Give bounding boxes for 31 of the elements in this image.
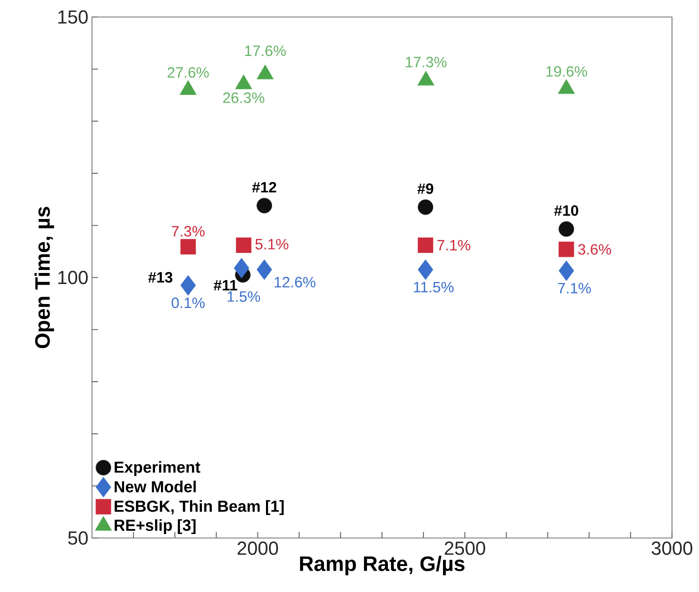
y-tick-label: 100 — [58, 270, 88, 284]
annotation: 26.3% — [223, 92, 264, 103]
x-tick-label: 3000 — [652, 542, 692, 555]
legend-label: New Model — [114, 480, 196, 492]
annotation: 3.6% — [578, 244, 612, 255]
y-axis-title: Open Time, µs — [34, 206, 54, 348]
annotation: #9 — [417, 183, 434, 194]
legend-label: RE+slip [3] — [114, 519, 196, 534]
annotation: 7.3% — [172, 226, 205, 237]
annotation: #11 — [214, 280, 238, 290]
annotation: 19.6% — [546, 66, 588, 77]
annotation: 7.1% — [437, 240, 470, 250]
annotation: 5.1% — [255, 238, 288, 250]
annotation: #13 — [148, 272, 172, 283]
legend-label: ESBGK, Thin Beam [1] — [114, 500, 284, 516]
y-tick-label: 150 — [58, 10, 88, 24]
annotation: 12.6% — [274, 276, 316, 288]
annotation: 27.6% — [168, 67, 209, 78]
x-tick-label: 2000 — [238, 542, 278, 555]
annotation: 11.5% — [414, 282, 454, 292]
annotation: #10 — [554, 205, 578, 216]
annotation: 7.1% — [558, 282, 591, 294]
annotation: #12 — [252, 182, 276, 192]
annotation: 0.1% — [172, 298, 205, 308]
annotation: 17.3% — [406, 56, 447, 68]
annotation: 17.6% — [245, 46, 286, 56]
y-tick-label: 50 — [68, 531, 88, 545]
x-axis-title: Ramp Rate, G/µs — [300, 556, 464, 576]
x-tick-label: 2500 — [444, 542, 486, 555]
annotation: 1.5% — [228, 291, 260, 302]
legend-label: Experiment — [114, 461, 200, 476]
